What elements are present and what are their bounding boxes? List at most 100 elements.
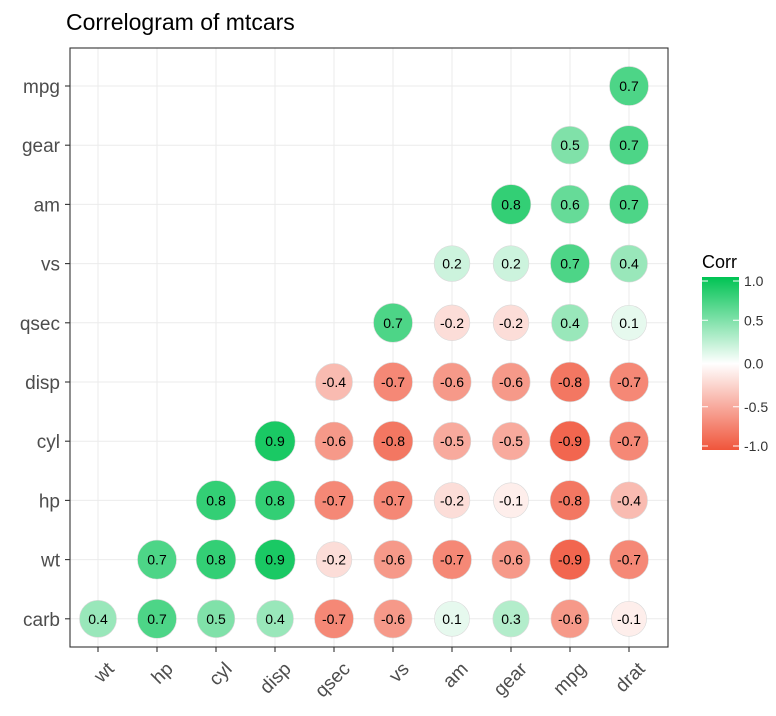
y-tick-label-vs: vs [41, 255, 60, 276]
legend: Corr 1.0 0.5 0.0 -0.5 -1.0 [702, 252, 768, 454]
cell-label-cyl-wt: 0.8 [206, 552, 226, 568]
cell-label-am-cyl: -0.5 [440, 433, 464, 449]
legend-colorbar [702, 277, 739, 450]
cell-label-hp-wt: 0.7 [147, 552, 167, 568]
x-tick-label-gear: gear [490, 658, 532, 700]
cell-am-cyl [432, 422, 472, 461]
cell-label-disp-wt: 0.9 [265, 552, 285, 568]
cell-am-carb [434, 600, 470, 637]
cell-label-am-disp: -0.6 [440, 374, 464, 390]
cell-drat-vs [610, 244, 648, 283]
cell-drat-wt [609, 539, 649, 580]
y-tick-label-disp: disp [25, 373, 60, 394]
cell-label-drat-vs: 0.4 [619, 256, 639, 272]
cell-mpg-gear [550, 126, 590, 165]
cell-label-cyl-hp: 0.8 [206, 492, 226, 508]
cell-vs-carb [373, 599, 413, 639]
cell-hp-wt [137, 539, 177, 580]
legend-title: Corr [702, 252, 737, 272]
legend-tick-label-0: 1.0 [744, 273, 764, 289]
cell-gear-qsec [492, 304, 530, 341]
cell-label-mpg-wt: -0.9 [558, 552, 582, 568]
cell-label-mpg-hp: -0.8 [558, 492, 582, 508]
y-tick-label-am: am [34, 195, 60, 216]
cell-cyl-carb [196, 599, 236, 638]
cell-qsec-cyl [314, 421, 354, 461]
y-tick-label-wt: wt [40, 551, 61, 572]
x-tick-label-qsec: qsec [311, 659, 354, 702]
cell-vs-qsec [373, 302, 413, 343]
cell-label-qsec-disp: -0.4 [322, 374, 346, 390]
panel-border [69, 47, 669, 648]
cell-label-gear-disp: -0.6 [499, 374, 523, 390]
cell-label-mpg-cyl: -0.9 [558, 433, 582, 449]
cell-qsec-carb [314, 598, 354, 639]
legend-tick-label-4: -1.0 [744, 438, 768, 454]
cell-drat-am [609, 184, 649, 225]
cells-layer: 0.7 0.5 0.7 0.8 0.6 0.7 0.2 0.2 0.7 0.4 0.7 -0.2 -0.… [79, 66, 649, 639]
legend-tick-label-1: 0.5 [744, 312, 764, 328]
cell-drat-cyl [609, 421, 649, 462]
cell-label-wt-carb: 0.4 [88, 611, 108, 627]
cell-disp-cyl [254, 420, 296, 462]
cell-label-gear-cyl: -0.5 [499, 433, 523, 449]
cell-drat-disp [609, 362, 649, 402]
cell-gear-carb [492, 600, 530, 638]
cell-gear-vs [492, 245, 530, 282]
cell-label-vs-wt: -0.6 [381, 552, 405, 568]
legend-ticks: 1.0 0.5 0.0 -0.5 -1.0 [702, 273, 768, 454]
x-tick-label-wt: wt [90, 658, 120, 688]
cell-wt-carb [79, 599, 117, 638]
cell-label-gear-vs: 0.2 [501, 256, 521, 272]
cell-gear-disp [491, 362, 531, 402]
cell-mpg-carb [550, 599, 590, 639]
cell-disp-carb [256, 599, 294, 638]
legend-tick-label-2: 0.0 [744, 356, 764, 372]
cell-label-mpg-gear: 0.5 [560, 137, 580, 153]
cell-label-mpg-qsec: 0.4 [560, 315, 580, 331]
cell-mpg-qsec [551, 303, 589, 342]
cell-label-drat-am: 0.7 [619, 196, 639, 212]
cell-label-gear-wt: -0.6 [499, 552, 523, 568]
cell-cyl-wt [195, 539, 237, 580]
cell-mpg-cyl [549, 420, 591, 462]
cell-label-disp-hp: 0.8 [265, 492, 285, 508]
chart-title: Correlogram of mtcars [66, 9, 295, 35]
cell-label-gear-hp: -0.1 [499, 492, 523, 508]
x-tick-label-vs: vs [385, 659, 413, 687]
legend-tick-label-3: -0.5 [744, 399, 768, 415]
cell-gear-wt [491, 540, 531, 580]
x-tick-label-mpg: mpg [550, 659, 591, 700]
x-tick-label-cyl: cyl [205, 659, 236, 690]
cell-cyl-hp [195, 480, 237, 521]
cell-label-am-qsec: -0.2 [440, 315, 464, 331]
cell-label-drat-gear: 0.7 [619, 137, 639, 153]
y-tick-label-mpg: mpg [23, 77, 60, 98]
cell-label-vs-cyl: -0.8 [381, 433, 405, 449]
cell-drat-hp [610, 481, 648, 520]
cell-label-gear-am: 0.8 [501, 196, 521, 212]
cell-label-am-wt: -0.7 [440, 552, 464, 568]
cell-qsec-wt [315, 541, 353, 578]
y-tick-label-qsec: qsec [20, 314, 60, 335]
cell-label-am-carb: 0.1 [442, 611, 462, 627]
cell-label-am-hp: -0.2 [440, 492, 464, 508]
cell-label-vs-hp: -0.7 [381, 492, 405, 508]
cell-mpg-wt [549, 539, 591, 581]
cell-qsec-disp [315, 363, 353, 401]
cell-label-cyl-carb: 0.5 [206, 611, 226, 627]
cell-hp-carb [137, 598, 177, 639]
cell-label-drat-cyl: -0.7 [617, 433, 641, 449]
cell-am-qsec [433, 304, 471, 341]
cell-drat-carb [611, 600, 647, 637]
x-tick-label-drat: drat [612, 658, 651, 697]
cell-drat-qsec [611, 304, 647, 341]
x-axis: wt hp cyl disp qsec vs am gear mpg drat [90, 647, 650, 702]
cell-mpg-disp [549, 361, 591, 403]
cell-mpg-hp [549, 480, 591, 521]
cell-label-drat-wt: -0.7 [617, 552, 641, 568]
x-tick-label-am: am [439, 659, 473, 693]
cell-mpg-vs [550, 243, 590, 284]
cell-label-vs-qsec: 0.7 [383, 315, 403, 331]
